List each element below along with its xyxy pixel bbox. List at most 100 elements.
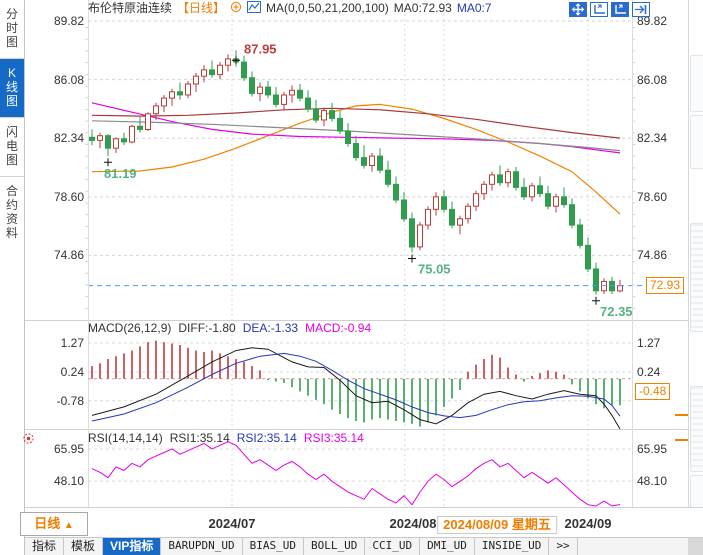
macd-tick-right: 1.27 bbox=[637, 335, 661, 350]
axis-scale-active-icon[interactable] bbox=[611, 2, 629, 17]
period-selector-label: 日线 bbox=[34, 516, 61, 531]
candle bbox=[393, 183, 399, 201]
candle bbox=[409, 218, 415, 248]
ma0-alt-value: MA0:7 bbox=[456, 1, 492, 15]
ma-gray bbox=[91, 120, 621, 152]
sidebar-item-char: K bbox=[7, 66, 16, 80]
toolbar-tab-3[interactable]: VIP指标 bbox=[103, 538, 162, 555]
candle bbox=[457, 218, 463, 226]
candle bbox=[313, 108, 319, 121]
toolbar-tab-4[interactable]: BARUPDN_UD bbox=[161, 538, 243, 555]
sidebar-item-char: 时 bbox=[5, 21, 18, 35]
price-tick-left: 89.82 bbox=[53, 14, 84, 28]
macd-value-box: -0.48 bbox=[635, 383, 671, 401]
toolbar-tab-1[interactable]: 指标 bbox=[25, 538, 65, 555]
sidebar-item-char: 料 bbox=[5, 226, 18, 240]
rsi-label: RSI(14,14,14) bbox=[88, 431, 163, 445]
sidebar-item-3[interactable]: 闪电图 bbox=[0, 117, 24, 176]
candle bbox=[145, 113, 151, 131]
candle bbox=[449, 208, 455, 226]
candle bbox=[161, 97, 167, 107]
price-tick-left: 74.86 bbox=[53, 248, 84, 263]
right-edge-panel-2 bbox=[690, 115, 703, 169]
axis-scale-icon[interactable] bbox=[590, 2, 608, 17]
price-tick-left: 78.60 bbox=[53, 189, 84, 204]
candle bbox=[257, 86, 263, 94]
candle bbox=[617, 285, 623, 292]
candle bbox=[337, 118, 343, 132]
candle bbox=[185, 83, 191, 96]
rsi-tick-right: 65.95 bbox=[637, 442, 668, 456]
candle bbox=[177, 91, 183, 96]
macd-tick-left: -0.78 bbox=[56, 393, 84, 408]
candle bbox=[441, 196, 447, 210]
candle bbox=[201, 69, 207, 77]
sidebar-item-char: 合 bbox=[5, 184, 18, 198]
candle bbox=[497, 174, 503, 184]
collapse-right-icon[interactable] bbox=[632, 2, 650, 17]
candle bbox=[513, 171, 519, 188]
ma0-value: MA0:72.93 bbox=[393, 1, 452, 15]
crosshair-marker bbox=[232, 56, 240, 65]
sidebar-item-char: 图 bbox=[5, 35, 18, 49]
rsi-line bbox=[91, 441, 621, 507]
date-label-selected: 2024/08/09 星期五 bbox=[437, 516, 557, 534]
date-label: 2024/09 bbox=[564, 516, 612, 531]
sidebar-item-char: 线 bbox=[5, 80, 18, 94]
rsi2-value: RSI2:35.14 bbox=[236, 431, 297, 445]
chart-header: 布伦特原油连续 【日线】 MA(0,0,50,21,200,100) MA0:72.9… bbox=[88, 1, 497, 15]
rsi-tick-left: 48.10 bbox=[53, 474, 84, 489]
toolbar-tab-10[interactable]: >> bbox=[549, 538, 578, 555]
right-edge-panel-3 bbox=[690, 223, 703, 332]
candle bbox=[561, 196, 567, 206]
toolbar-tab-2[interactable]: 模板 bbox=[64, 538, 104, 555]
candle bbox=[89, 136, 95, 141]
period-tag[interactable]: 【日线】 bbox=[177, 1, 226, 15]
macd-header: MACD(26,12,9) DIFF:-1.80 DEA:-1.33 MACD:-0.… bbox=[88, 321, 378, 335]
candle bbox=[169, 91, 175, 99]
corner-block bbox=[688, 538, 703, 555]
bottom-toolbar: 指标 模板 VIP指标 BARUPDN_UD BIAS_UD BOLL_UD CCI_UD D… bbox=[0, 537, 703, 555]
toolbar-tab-5[interactable]: BIAS_UD bbox=[243, 538, 304, 555]
sidebar-item-4[interactable]: 合约资料 bbox=[0, 176, 24, 249]
candle bbox=[369, 155, 375, 167]
price-annotation: 72.35 bbox=[600, 304, 633, 319]
candle bbox=[113, 138, 119, 149]
candle bbox=[129, 125, 135, 143]
candle bbox=[153, 105, 159, 115]
candle bbox=[273, 94, 279, 105]
date-axis: 2024/07 2024/08 2024/08/09 星期五 2024/09 bbox=[0, 507, 703, 538]
candle bbox=[473, 193, 479, 207]
candle bbox=[593, 268, 599, 292]
toolbar-tab-8[interactable]: DMI_UD bbox=[420, 538, 475, 555]
price-annotation: 75.05 bbox=[418, 261, 451, 276]
candle bbox=[281, 94, 287, 105]
sidebar-item-1[interactable]: 分时图 bbox=[0, 0, 24, 58]
rsi1-value: RSI1:35.14 bbox=[169, 431, 230, 445]
line-chart-icon[interactable] bbox=[247, 1, 262, 16]
rsi3-value: RSI3:35.14 bbox=[303, 431, 364, 445]
macd-diff-value: DIFF:-1.80 bbox=[178, 321, 236, 335]
toolbar-tab-6[interactable]: BOLL_UD bbox=[304, 538, 366, 555]
candle bbox=[209, 69, 215, 76]
indicator-target-icon[interactable] bbox=[22, 432, 35, 448]
candle bbox=[425, 208, 431, 226]
toolbar-tab-7[interactable]: CCI_UD bbox=[365, 538, 421, 555]
candle bbox=[241, 61, 247, 79]
chart-canvas[interactable]: 87.95 81.19 75.05 72.35 bbox=[0, 0, 703, 538]
macd-label: MACD(26,12,9) bbox=[88, 321, 172, 335]
price-tick-right: 86.08 bbox=[637, 72, 668, 87]
period-selector[interactable]: 日线 ▲ bbox=[20, 512, 88, 536]
sidebar-item-char: 资 bbox=[5, 212, 18, 226]
candle bbox=[353, 143, 359, 159]
rsi-tick-right: 48.10 bbox=[637, 474, 668, 489]
pan-crosshair-icon[interactable] bbox=[569, 2, 587, 17]
candle bbox=[297, 89, 303, 99]
candle bbox=[577, 224, 583, 246]
toolbar-tab-9[interactable]: INSIDE_UD bbox=[475, 538, 550, 555]
candle bbox=[97, 135, 103, 141]
candle bbox=[121, 138, 127, 143]
plus-circle-icon[interactable] bbox=[230, 1, 242, 16]
candle bbox=[537, 185, 543, 195]
